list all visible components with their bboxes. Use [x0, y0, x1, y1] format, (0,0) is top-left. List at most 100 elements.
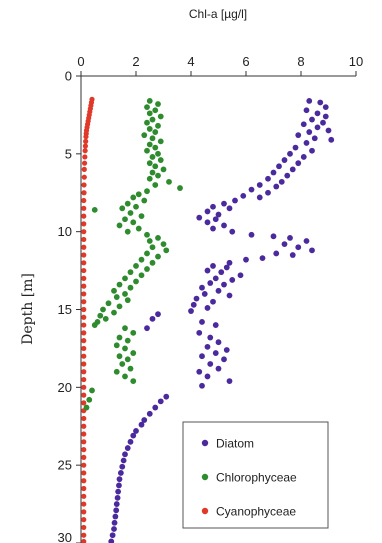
data-point: [113, 501, 120, 507]
data-point: [311, 135, 318, 142]
data-point: [86, 396, 93, 403]
data-point: [163, 393, 170, 400]
data-point: [149, 315, 156, 322]
data-point: [144, 231, 150, 238]
data-point: [155, 253, 161, 260]
data-point: [223, 264, 230, 271]
data-point: [81, 322, 87, 328]
data-point: [81, 524, 87, 531]
data-point: [146, 98, 153, 104]
data-point: [81, 267, 87, 274]
data-point: [124, 200, 131, 207]
data-point: [284, 172, 291, 179]
data-point: [81, 275, 87, 281]
data-point: [146, 410, 153, 417]
data-point: [237, 272, 244, 279]
legend-label: Cyanophyceae: [216, 505, 296, 519]
data-point: [124, 445, 131, 451]
data-point: [135, 191, 142, 198]
data-point: [81, 384, 87, 390]
data-point: [81, 423, 87, 429]
y-axis-title: Depth [m]: [20, 273, 36, 345]
data-point: [152, 182, 159, 188]
data-point: [113, 342, 120, 349]
data-point: [81, 470, 87, 476]
data-point: [81, 493, 87, 499]
data-point: [281, 241, 288, 248]
data-point: [81, 501, 87, 507]
x-tick-label: 2: [132, 54, 139, 69]
data-point: [146, 141, 153, 148]
data-point: [295, 244, 302, 251]
data-point: [133, 203, 139, 210]
data-point: [157, 398, 164, 405]
data-point: [105, 300, 112, 307]
data-point: [91, 322, 98, 328]
data-point: [273, 250, 280, 257]
data-point: [144, 147, 150, 154]
data-point: [240, 192, 247, 199]
data-point: [155, 172, 161, 179]
data-point: [124, 297, 131, 304]
data-point: [138, 272, 145, 279]
data-point: [116, 476, 123, 483]
data-point: [226, 378, 233, 385]
data-point: [111, 526, 117, 532]
legend-marker: [201, 507, 209, 515]
data-point: [193, 295, 200, 302]
data-point: [130, 350, 137, 356]
data-point: [160, 166, 167, 173]
data-point: [207, 361, 214, 367]
data-point: [89, 387, 95, 394]
data-point: [100, 306, 106, 313]
legend-marker: [201, 439, 209, 447]
data-point: [81, 205, 87, 211]
data-point: [303, 238, 310, 244]
data-point: [116, 303, 123, 310]
data-point: [116, 353, 123, 360]
data-point: [259, 255, 266, 262]
data-point: [215, 211, 222, 218]
data-point: [196, 368, 203, 375]
data-point: [81, 244, 87, 250]
data-point: [212, 350, 219, 356]
data-point: [196, 329, 203, 336]
data-point: [199, 353, 205, 360]
data-point: [81, 485, 87, 492]
data-point: [303, 140, 310, 146]
data-point: [81, 160, 88, 166]
data-point: [81, 221, 87, 227]
y-tick-label: 5: [65, 146, 72, 161]
data-point: [215, 365, 222, 372]
data-point: [221, 200, 227, 207]
data-point: [309, 116, 315, 123]
legend-label: Diatom: [216, 437, 254, 451]
data-point: [309, 247, 315, 254]
data-point: [221, 281, 227, 288]
data-point: [127, 284, 134, 291]
data-point: [81, 252, 87, 258]
data-point: [141, 197, 148, 204]
y-tick-label: 30: [58, 530, 72, 543]
data-point: [163, 247, 170, 254]
data-point: [141, 417, 148, 423]
data-point: [303, 107, 310, 114]
data-point: [124, 228, 131, 235]
data-point: [141, 132, 148, 139]
x-tick-label: 0: [77, 54, 84, 69]
data-point: [111, 309, 117, 316]
data-point: [248, 231, 255, 238]
data-points: [81, 96, 335, 543]
data-point: [81, 299, 87, 305]
data-point: [160, 241, 167, 248]
data-point: [130, 378, 137, 385]
data-point: [221, 356, 227, 363]
data-point: [204, 305, 211, 311]
data-point: [155, 101, 161, 107]
data-point: [196, 214, 203, 221]
data-point: [149, 169, 156, 176]
data-point: [152, 404, 159, 411]
data-point: [328, 136, 335, 143]
data-point: [97, 312, 104, 319]
